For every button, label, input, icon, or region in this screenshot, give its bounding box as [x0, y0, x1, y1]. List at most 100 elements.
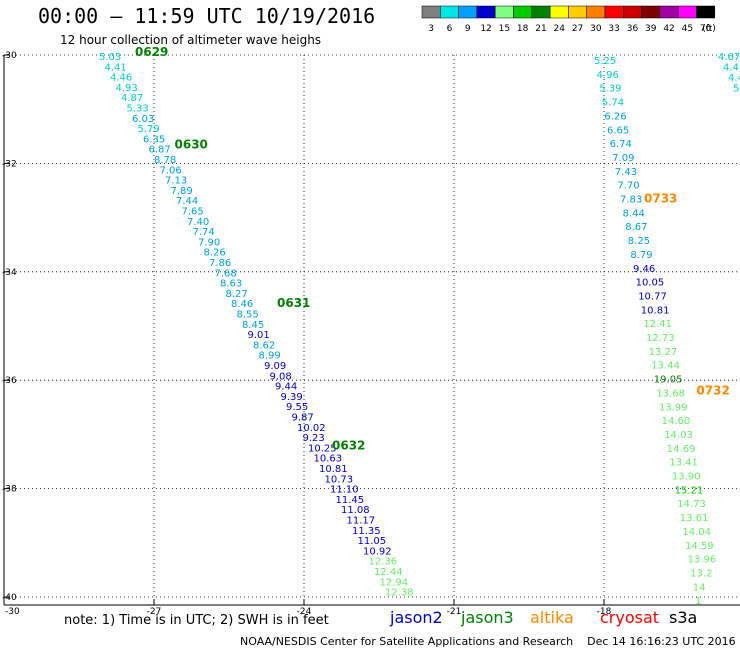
- swh-value: 7.89: [171, 186, 193, 197]
- swh-value: 6.65: [607, 125, 629, 136]
- track-left: 5.034.414.464.934.875.336.035.796.356.87…: [99, 45, 414, 599]
- swh-value: 12.94: [380, 577, 409, 588]
- legend-cryosat: cryosat: [600, 608, 660, 627]
- swh-value: 4.4: [723, 63, 739, 74]
- swh-value: 9.09: [264, 361, 286, 372]
- swh-value: 1: [695, 596, 701, 607]
- swh-value: 9.46: [633, 264, 655, 275]
- scale-label: 27: [572, 24, 583, 34]
- swh-value: 10.81: [319, 464, 348, 475]
- swh-value: 9.01: [248, 330, 270, 341]
- swh-value: 13.68: [656, 388, 685, 399]
- swh-value: 14.04: [682, 527, 711, 538]
- swh-value: 8.78: [154, 155, 176, 166]
- track-right: 5.25 4.96 5.39 5.74 6.26 6.65 6.74 7.09 7.43 7.70…: [594, 56, 730, 607]
- scale-label: 36: [627, 24, 639, 34]
- swh-value: 8.55: [237, 310, 259, 321]
- legend-jason2: jason2: [390, 608, 443, 627]
- scale-label: 3: [428, 24, 434, 34]
- color-scale-bar: 3 6 9 12 15 18 21 24 27 30 33 36 39 42 45 70(ft): [421, 5, 716, 34]
- swh-value: 10.25: [308, 443, 337, 454]
- map-subtitle: 12 hour collection of altimeter wave hei…: [60, 33, 322, 47]
- track-far-right: 4.674.44.45: [718, 52, 740, 95]
- lon-tick-label: -27: [147, 607, 162, 617]
- scale-label: 39: [645, 24, 657, 34]
- swh-value: 14.73: [677, 499, 706, 510]
- lon-tick-label: -24: [297, 607, 312, 617]
- lat-tick-label: -36: [2, 376, 17, 386]
- swh-value: 7.06: [160, 165, 182, 176]
- swh-value: 13.44: [651, 361, 680, 372]
- swh-value: 9.87: [292, 413, 314, 424]
- swh-value: 8.45: [242, 320, 264, 331]
- swh-value: 6.35: [143, 134, 165, 145]
- swh-value: 6.03: [132, 114, 154, 125]
- footer-note: note: 1) Time is in UTC; 2) SWH is in fe…: [64, 613, 329, 628]
- swh-value: 5.74: [602, 98, 624, 109]
- swh-value: 12.36: [369, 557, 398, 568]
- lat-tick-label: -30: [2, 51, 17, 61]
- swh-value: 4.87: [121, 93, 143, 104]
- swh-value: 13.2: [690, 568, 712, 579]
- legend-altika: altika: [530, 608, 574, 627]
- swh-value: 14.69: [667, 444, 696, 455]
- scale-label: 33: [608, 24, 619, 34]
- swh-value: 4.96: [597, 70, 619, 81]
- swh-value: 4.93: [116, 83, 138, 94]
- swh-value: 6.74: [610, 139, 632, 150]
- swh-value: 14.59: [685, 541, 714, 552]
- swh-value: 10.92: [363, 546, 392, 557]
- swh-value: 7.40: [187, 217, 209, 228]
- swh-value: 4.67: [718, 52, 740, 63]
- swh-value: 7.68: [215, 268, 237, 279]
- map-title: 00:00 – 11:59 UTC 10/19/2016: [38, 4, 376, 28]
- swh-value: 11.17: [347, 516, 376, 527]
- swh-value: 4.41: [105, 62, 127, 73]
- swh-value: 13.99: [659, 402, 688, 413]
- swh-value: 11.08: [341, 505, 370, 516]
- lat-tick-label: -40: [2, 593, 17, 603]
- swh-value: 13.96: [688, 555, 717, 566]
- scale-unit-label: (ft): [702, 24, 716, 34]
- lat-tick-label: -38: [2, 485, 17, 495]
- swh-value: 9.44: [275, 382, 297, 393]
- pass-time-label: 0732: [696, 383, 729, 397]
- swh-value: 12.73: [646, 333, 675, 344]
- swh-value: 13.27: [649, 347, 678, 358]
- swh-value: 5: [733, 84, 739, 95]
- swh-value: 8.44: [623, 208, 645, 219]
- scale-label: 42: [663, 24, 674, 34]
- scale-label: 45: [682, 24, 693, 34]
- swh-value: 5.03: [99, 52, 121, 63]
- swh-value: 15.21: [675, 485, 704, 496]
- swh-value: 14: [693, 582, 706, 593]
- swh-value: 4.4: [728, 73, 740, 84]
- swh-value: 9.55: [286, 402, 308, 413]
- swh-value: 7.43: [615, 167, 637, 178]
- scale-label: 6: [447, 24, 453, 34]
- pass-time-label: 0733: [644, 192, 677, 206]
- swh-value: 14.03: [664, 430, 693, 441]
- scale-label: 9: [465, 24, 471, 34]
- swh-value: 7.44: [176, 196, 198, 207]
- swh-value: 11.45: [336, 495, 365, 506]
- swh-value: 5.79: [138, 124, 160, 135]
- swh-value: 9.39: [281, 392, 303, 403]
- legend-jason3: jason3: [461, 608, 514, 627]
- swh-value: 7.74: [193, 227, 215, 238]
- swh-value: 12.44: [374, 567, 403, 578]
- lat-tick-label: -34: [2, 268, 17, 278]
- swh-value: 14.60: [662, 416, 691, 427]
- pass-time-label: 0630: [175, 138, 208, 152]
- scale-label: 21: [535, 24, 546, 34]
- swh-value: 19.05: [654, 375, 683, 386]
- swh-value: 5.39: [599, 84, 621, 95]
- swh-value: 11.05: [358, 536, 387, 547]
- lat-tick-label: -32: [2, 159, 17, 169]
- swh-value: 7.09: [612, 153, 634, 164]
- swh-value: 10.77: [638, 291, 667, 302]
- lon-tick-label: -30: [5, 607, 20, 617]
- swh-value: 10.63: [314, 454, 343, 465]
- swh-value: 13.41: [669, 458, 698, 469]
